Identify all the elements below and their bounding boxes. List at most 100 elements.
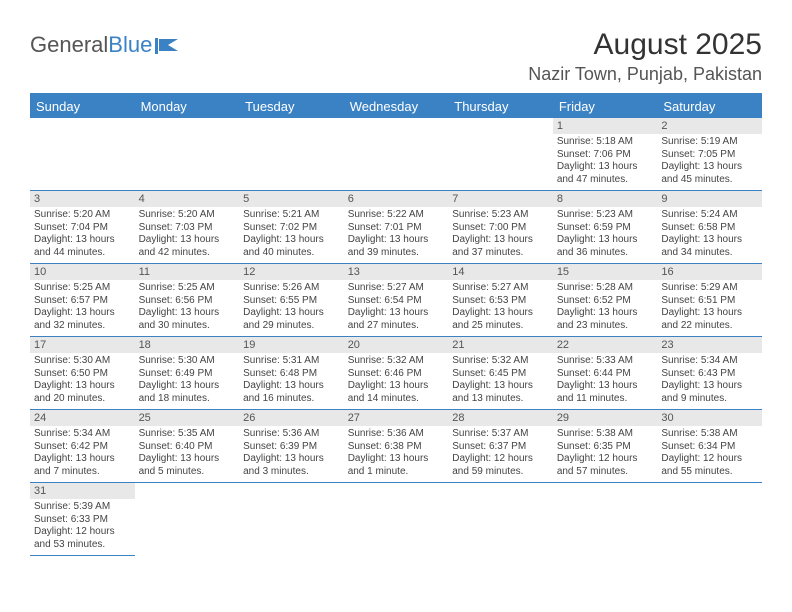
daylight-line: Daylight: 12 hours and 59 minutes. — [452, 453, 549, 478]
day-content: Sunrise: 5:30 AMSunset: 6:50 PMDaylight:… — [30, 353, 135, 409]
sunset-line: Sunset: 6:39 PM — [243, 441, 340, 454]
calendar-cell — [448, 483, 553, 556]
calendar-cell: 9Sunrise: 5:24 AMSunset: 6:58 PMDaylight… — [657, 191, 762, 264]
daylight-line: Daylight: 12 hours and 55 minutes. — [661, 453, 758, 478]
day-content: Sunrise: 5:26 AMSunset: 6:55 PMDaylight:… — [239, 280, 344, 336]
sunrise-line: Sunrise: 5:23 AM — [557, 209, 654, 222]
day-content: Sunrise: 5:27 AMSunset: 6:53 PMDaylight:… — [448, 280, 553, 336]
sunset-line: Sunset: 7:01 PM — [348, 222, 445, 235]
daylight-line: Daylight: 13 hours and 47 minutes. — [557, 161, 654, 186]
day-number: 3 — [30, 191, 135, 207]
calendar-cell — [344, 483, 449, 556]
calendar-cell: 10 Sunrise: 5:25 AMSunset: 6:57 PMDayligh… — [30, 264, 135, 337]
sunset-line: Sunset: 7:03 PM — [139, 222, 236, 235]
daylight-line: Daylight: 13 hours and 40 minutes. — [243, 234, 340, 259]
sunrise-line: Sunrise: 5:26 AM — [243, 282, 340, 295]
sunrise-line: Sunrise: 5:24 AM — [661, 209, 758, 222]
weekday-header: Monday — [135, 94, 240, 118]
sunset-line: Sunset: 6:57 PM — [34, 295, 131, 308]
day-number: 31 — [30, 483, 135, 499]
sunset-line: Sunset: 7:02 PM — [243, 222, 340, 235]
day-number: 30 — [657, 410, 762, 426]
sunrise-line: Sunrise: 5:23 AM — [452, 209, 549, 222]
sunrise-line: Sunrise: 5:25 AM — [139, 282, 236, 295]
daylight-line: Daylight: 13 hours and 3 minutes. — [243, 453, 340, 478]
calendar-cell: 3 Sunrise: 5:20 AMSunset: 7:04 PMDaylight… — [30, 191, 135, 264]
daylight-line: Daylight: 13 hours and 39 minutes. — [348, 234, 445, 259]
sunset-line: Sunset: 7:00 PM — [452, 222, 549, 235]
sunset-line: Sunset: 6:33 PM — [34, 514, 131, 527]
calendar-cell — [344, 118, 449, 191]
calendar-week-row: 24Sunrise: 5:34 AMSunset: 6:42 PMDayligh… — [30, 410, 762, 483]
daylight-line: Daylight: 13 hours and 32 minutes. — [34, 307, 131, 332]
weekday-header: Saturday — [657, 94, 762, 118]
day-number: 2 — [657, 118, 762, 134]
sunrise-line: Sunrise: 5:25 AM — [34, 282, 131, 295]
calendar-cell: 26Sunrise: 5:36 AMSunset: 6:39 PMDayligh… — [239, 410, 344, 483]
day-number: 22 — [553, 337, 658, 353]
calendar-cell: 13Sunrise: 5:27 AMSunset: 6:54 PMDayligh… — [344, 264, 449, 337]
daylight-line: Daylight: 12 hours and 53 minutes. — [34, 526, 131, 551]
calendar-cell — [657, 483, 762, 556]
sunrise-line: Sunrise: 5:30 AM — [139, 355, 236, 368]
calendar-cell — [135, 118, 240, 191]
daylight-line: Daylight: 13 hours and 11 minutes. — [557, 380, 654, 405]
sunset-line: Sunset: 6:44 PM — [557, 368, 654, 381]
calendar-week-row: 17Sunrise: 5:30 AMSunset: 6:50 PMDayligh… — [30, 337, 762, 410]
day-number: 10 — [30, 264, 135, 280]
sunset-line: Sunset: 6:45 PM — [452, 368, 549, 381]
sunrise-line: Sunrise: 5:29 AM — [661, 282, 758, 295]
sunrise-line: Sunrise: 5:33 AM — [557, 355, 654, 368]
sunset-line: Sunset: 7:04 PM — [34, 222, 131, 235]
day-content: Sunrise: 5:23 AMSunset: 6:59 PMDaylight:… — [553, 207, 658, 263]
sunset-line: Sunset: 6:59 PM — [557, 222, 654, 235]
daylight-line: Daylight: 13 hours and 14 minutes. — [348, 380, 445, 405]
day-content: Sunrise: 5:30 AMSunset: 6:49 PMDaylight:… — [135, 353, 240, 409]
calendar-week-row: 31Sunrise: 5:39 AMSunset: 6:33 PMDayligh… — [30, 483, 762, 556]
daylight-line: Daylight: 13 hours and 45 minutes. — [661, 161, 758, 186]
logo-flag-icon — [154, 37, 180, 55]
day-number: 4 — [135, 191, 240, 207]
day-content: Sunrise: 5:36 AMSunset: 6:38 PMDaylight:… — [344, 426, 449, 482]
sunrise-line: Sunrise: 5:19 AM — [661, 136, 758, 149]
weekday-header: Thursday — [448, 94, 553, 118]
day-number: 23 — [657, 337, 762, 353]
title-block: August 2025 Nazir Town, Punjab, Pakistan — [528, 28, 762, 85]
day-number: 13 — [344, 264, 449, 280]
sunrise-line: Sunrise: 5:37 AM — [452, 428, 549, 441]
day-content: Sunrise: 5:29 AMSunset: 6:51 PMDaylight:… — [657, 280, 762, 336]
day-content: Sunrise: 5:34 AMSunset: 6:42 PMDaylight:… — [30, 426, 135, 482]
day-content: Sunrise: 5:37 AMSunset: 6:37 PMDaylight:… — [448, 426, 553, 482]
daylight-line: Daylight: 13 hours and 29 minutes. — [243, 307, 340, 332]
logo-text-1: General — [30, 32, 108, 58]
sunrise-line: Sunrise: 5:36 AM — [348, 428, 445, 441]
calendar-cell: 21Sunrise: 5:32 AMSunset: 6:45 PMDayligh… — [448, 337, 553, 410]
sunrise-line: Sunrise: 5:32 AM — [348, 355, 445, 368]
day-number: 19 — [239, 337, 344, 353]
calendar-cell: 7Sunrise: 5:23 AMSunset: 7:00 PMDaylight… — [448, 191, 553, 264]
calendar-cell: 22 Sunrise: 5:33 AMSunset: 6:44 PMDayligh… — [553, 337, 658, 410]
calendar-table: SundayMondayTuesdayWednesdayThursdayFrid… — [30, 93, 762, 556]
day-number: 7 — [448, 191, 553, 207]
sunrise-line: Sunrise: 5:30 AM — [34, 355, 131, 368]
day-number: 28 — [448, 410, 553, 426]
daylight-line: Daylight: 12 hours and 57 minutes. — [557, 453, 654, 478]
weekday-header: Friday — [553, 94, 658, 118]
daylight-line: Daylight: 13 hours and 22 minutes. — [661, 307, 758, 332]
sunset-line: Sunset: 6:46 PM — [348, 368, 445, 381]
weekday-header: Sunday — [30, 94, 135, 118]
day-content: Sunrise: 5:28 AMSunset: 6:52 PMDaylight:… — [553, 280, 658, 336]
weekday-header: Wednesday — [344, 94, 449, 118]
weekday-header: Tuesday — [239, 94, 344, 118]
calendar-cell — [553, 483, 658, 556]
daylight-line: Daylight: 13 hours and 42 minutes. — [139, 234, 236, 259]
sunrise-line: Sunrise: 5:20 AM — [34, 209, 131, 222]
day-content: Sunrise: 5:20 AMSunset: 7:03 PMDaylight:… — [135, 207, 240, 263]
daylight-line: Daylight: 13 hours and 25 minutes. — [452, 307, 549, 332]
daylight-line: Daylight: 13 hours and 44 minutes. — [34, 234, 131, 259]
calendar-cell — [239, 118, 344, 191]
calendar-cell: 11Sunrise: 5:25 AMSunset: 6:56 PMDayligh… — [135, 264, 240, 337]
day-number: 16 — [657, 264, 762, 280]
calendar-cell: 8Sunrise: 5:23 AMSunset: 6:59 PMDaylight… — [553, 191, 658, 264]
calendar-cell: 14Sunrise: 5:27 AMSunset: 6:53 PMDayligh… — [448, 264, 553, 337]
